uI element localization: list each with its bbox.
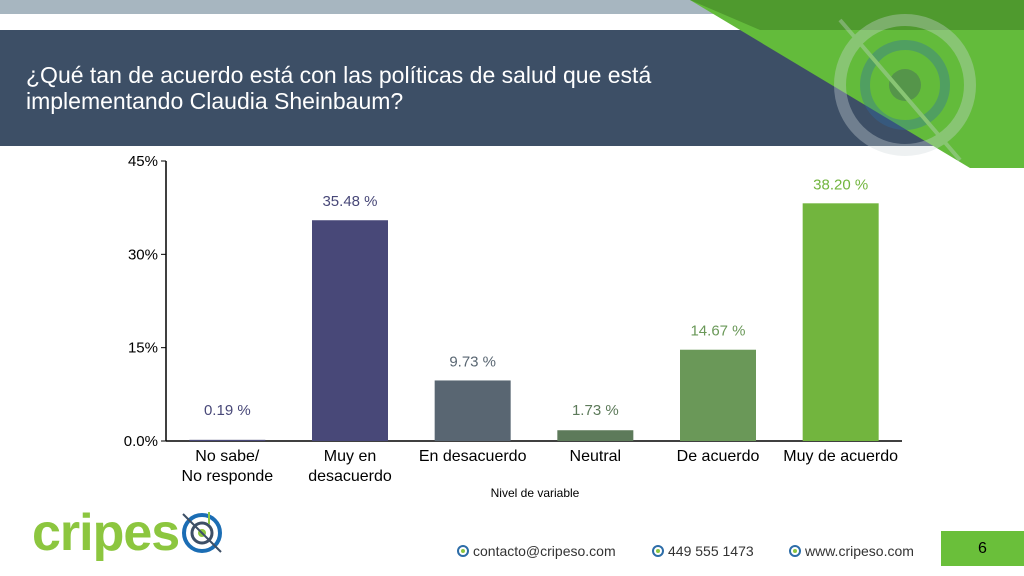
slide-title: ¿Qué tan de acuerdo está con las polític… [26,62,652,114]
x-axis-title: Nivel de variable [491,486,580,500]
page-number-text: 6 [978,539,987,557]
data-label: 14.67 % [690,323,745,340]
contact-email[interactable]: contacto@cripeso.com [457,540,616,562]
bar [557,430,634,441]
contact-website[interactable]: www.cripeso.com [789,540,914,562]
target-logo-icon [182,512,223,553]
y-tick-label: 30% [128,246,158,263]
contact-email-text: contacto@cripeso.com [473,543,616,559]
page-number: 6 [941,531,1024,566]
y-tick-label: 0.0% [124,433,158,450]
data-label: 38.20 % [813,176,868,193]
brand-logo: cripes [32,503,225,563]
x-tick-label: Neutral [570,448,622,465]
logo-text: cripes [32,504,180,562]
x-tick-label: No sabe/No responde [182,448,274,485]
data-label: 0.19 % [204,402,251,419]
contact-phone[interactable]: 449 555 1473 [652,540,754,562]
bar [802,203,879,441]
data-label: 9.73 % [449,353,496,370]
y-tick-label: 15% [128,340,158,357]
y-tick-label: 45% [128,153,158,170]
x-tick-label: Muy en desacuerdo [308,448,392,485]
globe-icon [457,545,469,557]
contact-website-text: www.cripeso.com [805,543,914,559]
x-tick-label: En desacuerdo [419,448,527,465]
data-label: 35.48 % [322,193,377,210]
green-ribbon [690,0,1024,168]
globe-icon [789,545,801,557]
data-label: 1.73 % [572,402,619,419]
bar [189,439,266,441]
target-watermark-icon [834,14,976,162]
bar [434,380,511,441]
bar [312,220,388,441]
globe-icon [652,545,664,557]
contact-phone-text: 449 555 1473 [668,543,754,559]
x-tick-label: Muy de acuerdo [783,448,898,465]
x-tick-label: De acuerdo [677,448,760,465]
bar [680,349,756,441]
logo-wordmark: cripes [32,504,180,562]
green-ribbon-dark [690,0,1024,30]
